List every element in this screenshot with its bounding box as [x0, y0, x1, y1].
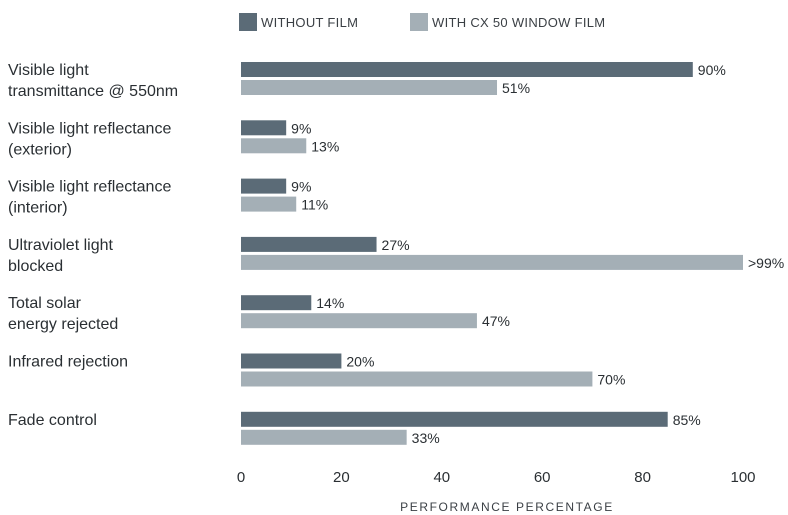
data-label: 9% [291, 179, 311, 195]
bar-with-film [241, 80, 498, 95]
data-label: 14% [316, 295, 344, 311]
bars [241, 62, 743, 445]
x-axis-ticks: 0 20 40 60 80 100 [237, 469, 756, 486]
category-label: Infrared rejection [8, 354, 128, 371]
bar-with-film [241, 254, 743, 270]
category-label: Total solar energy rejected [8, 295, 118, 333]
x-tick-label: 60 [534, 469, 551, 486]
bar-without-film [241, 236, 377, 252]
bar-with-film [241, 313, 477, 329]
bar-with-film [241, 196, 297, 212]
category-label: Visible light reflectance (exterior) [8, 120, 171, 158]
category-label: Visible light transmittance @ 550nm [8, 62, 178, 100]
data-label: 70% [597, 372, 625, 388]
category-label: Fade control [8, 412, 97, 429]
category-labels: Visible light transmittance @ 550nm Visibl… [8, 62, 178, 429]
category-label: Visible light reflectance (interior) [8, 179, 171, 217]
bar-with-film [241, 371, 593, 387]
x-tick-label: 40 [433, 469, 450, 486]
bar-without-film [241, 178, 287, 194]
value-labels: 90%51%9%13%9%11%27%>99%14%47%20%70%85%33… [291, 62, 784, 446]
category-label: Ultraviolet light blocked [8, 237, 113, 275]
bar-with-film [241, 429, 407, 445]
x-axis-title: PERFORMANCE PERCENTAGE [400, 500, 614, 514]
bar-without-film [241, 411, 668, 427]
x-tick-label: 100 [730, 469, 755, 486]
legend-label-2: WITH CX 50 WINDOW FILM [432, 15, 605, 30]
legend: WITHOUT FILM WITH CX 50 WINDOW FILM [239, 13, 605, 31]
data-label: 11% [301, 197, 328, 213]
data-label: 13% [311, 138, 339, 154]
data-label: 90% [698, 62, 726, 78]
x-tick-label: 80 [634, 469, 651, 486]
data-label: >99% [748, 255, 784, 271]
bar-without-film [241, 120, 287, 136]
x-tick-label: 20 [333, 469, 350, 486]
data-label: 27% [382, 237, 410, 253]
legend-label-1: WITHOUT FILM [261, 15, 358, 30]
data-label: 33% [412, 430, 440, 446]
x-tick-label: 0 [237, 469, 245, 486]
data-label: 85% [673, 412, 701, 428]
data-label: 51% [502, 80, 530, 96]
bar-without-film [241, 62, 693, 77]
data-label: 20% [346, 354, 374, 370]
bar-without-film [241, 295, 312, 311]
data-label: 47% [482, 313, 510, 329]
data-label: 9% [291, 120, 311, 136]
bar-with-film [241, 138, 307, 154]
bar-without-film [241, 353, 342, 369]
legend-swatch-1 [239, 13, 257, 31]
legend-swatch-2 [410, 13, 428, 31]
